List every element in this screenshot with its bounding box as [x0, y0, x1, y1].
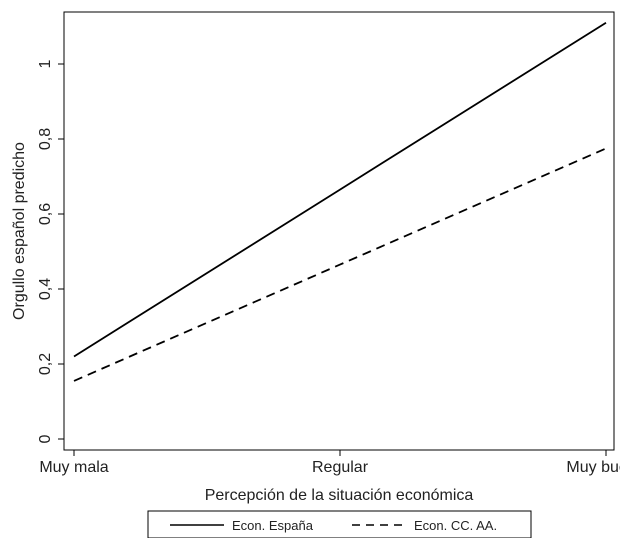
- x-axis: Muy mala Regular Muy buena: [39, 450, 620, 476]
- plot-area: [63, 11, 615, 451]
- legend-label-econ-ccaa: Econ. CC. AA.: [414, 518, 497, 533]
- y-tick-label-1: 0,2: [37, 353, 54, 375]
- y-tick-label-5: 1: [37, 59, 54, 68]
- y-axis: 0 0,2 0,4 0,6 0,8 1: [37, 59, 64, 443]
- y-tick-label-3: 0,6: [37, 203, 54, 225]
- x-tick-label-1: Regular: [312, 459, 369, 476]
- y-tick-label-0: 0: [37, 434, 54, 443]
- x-tick-label-0: Muy mala: [39, 459, 108, 476]
- legend-label-econ-espana: Econ. España: [232, 518, 314, 533]
- series-line-1: [73, 147, 607, 382]
- y-tick-label-4: 0,8: [37, 128, 54, 150]
- legend: Econ. España Econ. CC. AA.: [147, 510, 532, 538]
- x-axis-title: Percepción de la situación económica: [205, 487, 474, 504]
- series-line-0: [73, 21, 607, 358]
- series-layer: [73, 21, 607, 382]
- y-axis-title: Orgullo español predicho: [11, 142, 28, 320]
- y-tick-label-2: 0,4: [37, 278, 54, 300]
- x-tick-label-2: Muy buena: [566, 459, 620, 476]
